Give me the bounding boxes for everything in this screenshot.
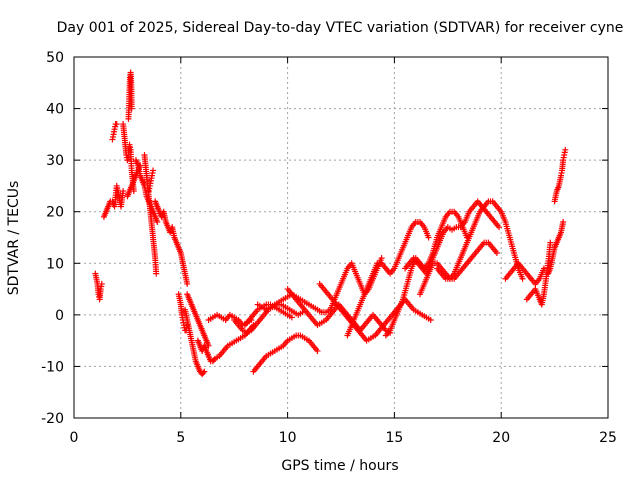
data-point bbox=[150, 167, 157, 174]
y-tick-label: 0 bbox=[55, 308, 64, 324]
plot-frame bbox=[73, 56, 609, 419]
axis-ticks: 0 5 10 15 20 25 -20 -10 0 10 20 30 40 50 bbox=[41, 50, 617, 446]
data-point bbox=[113, 121, 120, 128]
y-axis-label: SDTVAR / TECUs bbox=[6, 181, 22, 296]
series-arc-29 bbox=[523, 239, 554, 308]
x-tick-label: 15 bbox=[385, 430, 403, 446]
data-point bbox=[547, 239, 554, 246]
x-tick-label: 5 bbox=[176, 430, 185, 446]
x-tick-label: 10 bbox=[279, 430, 297, 446]
series-arc-19 bbox=[241, 301, 295, 329]
series-arc-1 bbox=[92, 270, 105, 303]
series-arc-28 bbox=[502, 260, 547, 287]
series-arc-31 bbox=[551, 146, 569, 205]
x-axis-label: GPS time / hours bbox=[281, 458, 398, 474]
data-point bbox=[288, 314, 295, 321]
data-point bbox=[120, 188, 127, 195]
data-point bbox=[184, 280, 191, 287]
x-tick-label: 0 bbox=[70, 430, 79, 446]
series-arc-6 bbox=[124, 162, 144, 200]
chart-title: Day 001 of 2025, Sidereal Day-to-day VTE… bbox=[57, 20, 624, 36]
data-point bbox=[496, 224, 503, 231]
grid-lines bbox=[74, 57, 608, 418]
y-tick-label: 50 bbox=[46, 50, 64, 66]
data-point bbox=[519, 275, 526, 282]
series-arc-17 bbox=[250, 332, 321, 375]
series-arc-12 bbox=[182, 306, 208, 378]
data-point bbox=[154, 219, 161, 226]
data-point bbox=[540, 265, 547, 272]
series-arc-23 bbox=[344, 219, 432, 339]
series-arc-9 bbox=[145, 167, 157, 195]
data-point bbox=[560, 219, 567, 226]
series-arc-2 bbox=[100, 182, 127, 220]
data-point bbox=[314, 347, 321, 354]
data-point bbox=[378, 255, 385, 262]
data-point bbox=[493, 249, 500, 256]
series-arc-30 bbox=[545, 219, 567, 277]
data-point bbox=[210, 356, 217, 363]
series-arc-25 bbox=[402, 198, 503, 277]
data-point bbox=[128, 105, 135, 112]
data-point bbox=[98, 280, 105, 287]
data-point bbox=[153, 270, 160, 277]
x-tick-label: 20 bbox=[492, 430, 510, 446]
data-series bbox=[92, 69, 569, 378]
series-arc-5 bbox=[125, 69, 135, 122]
y-tick-label: 20 bbox=[46, 205, 64, 221]
y-tick-label: 30 bbox=[46, 153, 64, 169]
y-tick-label: 40 bbox=[46, 102, 64, 118]
series-arc-27 bbox=[434, 198, 526, 282]
y-tick-label: 10 bbox=[46, 256, 64, 272]
data-point bbox=[201, 368, 208, 375]
data-point bbox=[425, 234, 432, 241]
series-arc-3 bbox=[109, 121, 120, 143]
y-tick-label: -20 bbox=[41, 411, 64, 427]
x-tick-label: 25 bbox=[599, 430, 617, 446]
series-arc-13 bbox=[184, 291, 212, 349]
data-point bbox=[200, 369, 207, 376]
y-tick-label: -10 bbox=[41, 359, 64, 375]
data-point bbox=[427, 317, 434, 324]
series-arc-10 bbox=[152, 198, 191, 287]
data-point bbox=[562, 146, 569, 153]
